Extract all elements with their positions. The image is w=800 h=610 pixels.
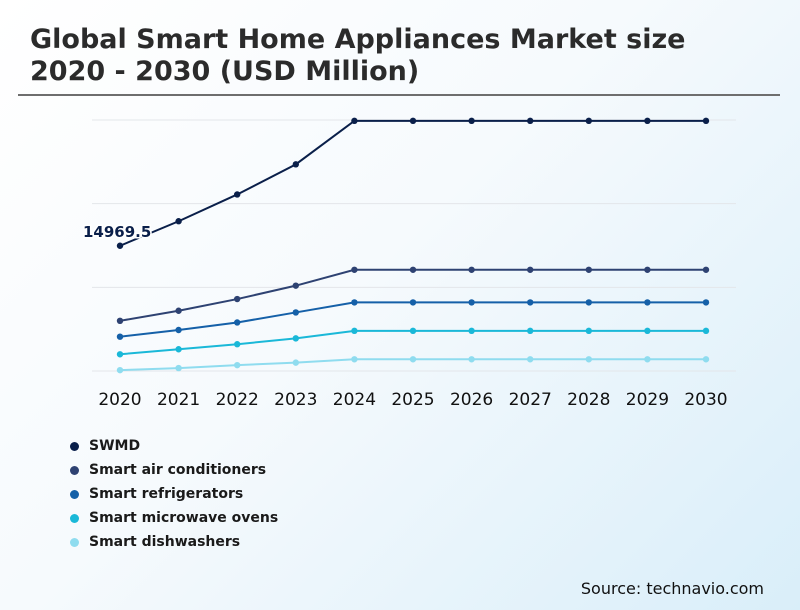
data-point [234,341,241,348]
data-point [409,356,417,363]
x-tick-label: 2028 [567,390,610,410]
data-point [116,333,124,340]
data-point [527,356,534,363]
data-point [351,327,358,335]
x-tick-label: 2022 [216,390,259,410]
title-divider [18,94,780,96]
legend-label: Smart dishwashers [89,534,241,550]
data-point [702,266,710,273]
data-point [527,266,534,273]
data-point [409,117,417,125]
data-point [116,242,124,249]
data-point [175,218,182,225]
data-point [409,327,417,335]
data-label: 14969.5 [83,223,151,241]
x-tick-label: 2020 [98,390,141,410]
data-point [527,117,534,125]
legend-marker [70,489,79,499]
data-point [351,299,358,306]
data-point [702,117,710,125]
data-point [351,117,358,125]
legend-item: SWMD [70,434,278,458]
data-point [292,359,299,366]
data-point [175,364,182,372]
data-point [175,346,182,353]
x-tick-label: 2027 [509,390,552,410]
data-point [175,326,182,334]
line-chart: 2020 2021 2022 2023 2024 2025 2026 2027 2028 2029… [82,117,736,410]
data-point [644,356,651,363]
data-point [351,266,358,273]
legend-marker [70,465,79,475]
x-tick-label: 2021 [157,390,200,410]
data-point [175,307,182,314]
data-point [644,327,651,335]
data-point [468,327,475,335]
data-point [116,351,124,358]
legend-label: SWMD [89,438,141,454]
data-point [644,266,651,273]
x-tick-label: 2024 [333,390,376,410]
data-point [468,117,475,125]
x-tick-label: 2023 [274,390,317,410]
data-point [351,356,358,363]
series-line [119,119,706,247]
data-point [292,282,299,289]
data-point [292,335,299,342]
data-point [409,299,417,306]
data-point [585,266,592,273]
data-point [585,327,592,335]
data-point [468,356,475,363]
x-tick-label: 2026 [450,390,493,410]
legend-marker [70,441,79,451]
data-point [292,309,299,316]
data-point [527,327,534,335]
data-point [585,299,592,306]
data-point [644,117,651,125]
data-point [116,317,124,324]
data-point [468,266,475,273]
legend-label: Smart air conditioners [89,462,267,478]
data-point [702,299,710,306]
data-point [585,356,592,363]
x-tick-label: 2030 [684,390,727,410]
data-point [116,366,124,374]
x-tick-label: 2029 [626,390,669,410]
series-line [119,329,706,356]
series-line [119,268,706,322]
legend-marker [70,537,79,547]
legend-item: Smart air conditioners [70,458,278,482]
data-point [409,266,417,273]
legend-label: Smart refrigerators [89,486,244,502]
data-point [702,356,710,363]
data-point [234,295,241,303]
source-label: Source: technavio.com [580,579,764,598]
data-point [234,319,241,326]
data-point [234,361,241,369]
data-point [527,299,534,306]
legend-marker [70,513,79,523]
data-point [468,299,475,306]
data-point [234,191,241,198]
data-point [292,161,299,168]
legend-item: Smart refrigerators [70,482,278,506]
chart-legend: SWMD Smart air conditioners Smart refriger… [70,434,278,554]
legend-item: Smart microwave ovens [70,506,278,530]
legend-item: Smart dishwashers [70,530,278,554]
data-point [644,299,651,306]
chart-title: Global Smart Home Appliances Market size… [30,24,686,87]
x-tick-label: 2025 [391,390,434,410]
legend-label: Smart microwave ovens [89,510,279,526]
data-point [702,327,710,335]
data-point [585,117,592,125]
